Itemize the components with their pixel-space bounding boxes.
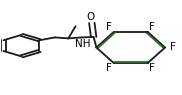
Text: F: F xyxy=(106,22,112,32)
Text: F: F xyxy=(149,63,155,73)
Text: F: F xyxy=(106,63,112,73)
Text: O: O xyxy=(87,12,95,22)
Text: F: F xyxy=(149,22,155,32)
Text: F: F xyxy=(170,42,176,53)
Text: NH: NH xyxy=(75,39,91,49)
